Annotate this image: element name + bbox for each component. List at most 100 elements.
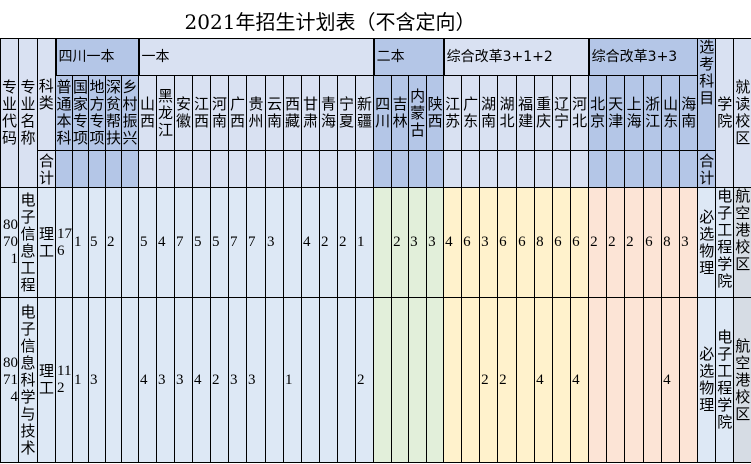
header-column: 辽宁 — [552, 75, 572, 151]
quota-cell — [373, 297, 393, 463]
header-empty-cell — [373, 150, 393, 188]
quota-cell — [265, 297, 284, 463]
quota-cell: 6 — [497, 187, 518, 298]
subject: 必选物理 — [697, 187, 717, 298]
category: 理工 — [37, 297, 56, 463]
quota-cell — [121, 187, 139, 298]
header-column: 西藏 — [283, 75, 302, 151]
header-column: 四川 — [373, 75, 393, 151]
quota-cell — [606, 297, 626, 463]
header-column: 青海 — [319, 75, 338, 151]
header-empty-cell — [624, 150, 645, 188]
header-category: 科类 — [37, 38, 56, 151]
header-group: 一本 — [137, 38, 375, 76]
header-column: 浙江 — [643, 75, 663, 151]
header-empty-cell — [606, 150, 626, 188]
header-total: 合计 — [37, 150, 56, 188]
header-column: 安徽 — [174, 75, 193, 151]
header-empty-cell — [588, 150, 608, 188]
quota-cell: 7 — [228, 187, 247, 298]
quota-cell — [105, 297, 122, 463]
quota-cell: 1 — [72, 297, 89, 463]
quota-cell: 5 — [192, 187, 211, 298]
header-column: 国家专项 — [72, 75, 89, 151]
enrollment-plan-table: 专业代码 专业名称 科类 四川一本 一本 二本 综合改革3+1+2 综合改革3+3 选考科目 学院… — [0, 38, 751, 463]
header-empty-cell — [643, 150, 663, 188]
subject: 必选物理 — [697, 297, 717, 463]
college: 电子工程学院 — [715, 187, 735, 298]
quota-cell: 4 — [138, 297, 157, 463]
quota-cell: 3 — [426, 187, 445, 298]
header-column: 重庆 — [534, 75, 554, 151]
header-empty-cell — [534, 150, 554, 188]
quota-cell — [516, 297, 536, 463]
quota-cell: 4 — [156, 187, 175, 298]
header-column: 陕西 — [426, 75, 445, 151]
header-empty-cell — [679, 150, 699, 188]
header-empty-cell — [301, 150, 320, 188]
quota-cell — [588, 297, 608, 463]
header-group: 二本 — [372, 38, 445, 76]
quota-cell — [552, 297, 572, 463]
header-column: 江西 — [192, 75, 211, 151]
quota-cell: 2 — [497, 297, 518, 463]
college: 电子工程学院 — [715, 297, 735, 463]
quota-cell: 3 — [174, 297, 193, 463]
quota-cell — [624, 297, 645, 463]
header-empty-cell — [283, 150, 302, 188]
quota-cell: 6 — [570, 187, 590, 298]
quota-cell: 4 — [443, 187, 463, 298]
quota-cell — [283, 187, 302, 298]
header-empty-cell — [265, 150, 284, 188]
header-empty-cell — [552, 150, 572, 188]
quota-cell: 5 — [210, 187, 229, 298]
quota-cell: 1 — [283, 297, 302, 463]
header-empty-cell — [192, 150, 211, 188]
header-empty-cell — [121, 150, 139, 188]
header-empty-cell — [354, 150, 375, 188]
header-column: 湖南 — [479, 75, 499, 151]
quota-cell: 3 — [156, 297, 175, 463]
header-empty-cell — [174, 150, 193, 188]
quota-cell: 3 — [479, 187, 499, 298]
header-column: 宁夏 — [337, 75, 356, 151]
quota-cell: 7 — [246, 187, 266, 298]
quota-cell: 2 — [624, 187, 645, 298]
header-empty-cell — [426, 150, 445, 188]
quota-cell: 3 — [265, 187, 284, 298]
quota-cell: 6 — [461, 187, 481, 298]
quota-cell: 5 — [138, 187, 157, 298]
header-major-code: 专业代码 — [0, 38, 19, 188]
quota-cell: 2 — [210, 297, 229, 463]
header-column: 普通本科 — [55, 75, 73, 151]
header-column: 云南 — [265, 75, 284, 151]
header-empty-cell — [319, 150, 338, 188]
header-column: 内蒙古 — [408, 75, 428, 151]
table-row: 80701 电子信息工程 理工 176 1 5 2 5 4 7 5 5 7 7 3 4 2 2 1 2 3 3 4 6 3 6 6 8… — [0, 187, 751, 298]
header-column: 地方专项 — [88, 75, 106, 151]
quota-cell: 4 — [570, 297, 590, 463]
header-subject-total: 合计 — [697, 150, 717, 188]
quota-cell — [679, 297, 699, 463]
header-column: 贵州 — [246, 75, 266, 151]
quota-cell: 3 — [246, 297, 266, 463]
campus: 航空港校区 — [733, 297, 751, 463]
quota-cell: 4 — [192, 297, 211, 463]
quota-cell: 2 — [354, 297, 375, 463]
quota-cell: 7 — [174, 187, 193, 298]
header-empty-cell — [516, 150, 536, 188]
quota-cell: 2 — [479, 297, 499, 463]
header-group: 综合改革3+3 — [587, 38, 699, 76]
header-empty-cell — [443, 150, 463, 188]
header-column: 新疆 — [354, 75, 375, 151]
header-column: 深贫帮扶 — [105, 75, 122, 151]
major-name: 电子信息科学与技术 — [18, 297, 38, 463]
header-empty-cell — [88, 150, 106, 188]
quota-cell: 4 — [661, 297, 681, 463]
quota-cell — [121, 297, 139, 463]
quota-cell: 6 — [552, 187, 572, 298]
header-empty-cell — [72, 150, 89, 188]
header-major-name: 专业名称 — [18, 38, 38, 188]
header-empty-cell — [337, 150, 356, 188]
header-empty-cell — [55, 150, 73, 188]
